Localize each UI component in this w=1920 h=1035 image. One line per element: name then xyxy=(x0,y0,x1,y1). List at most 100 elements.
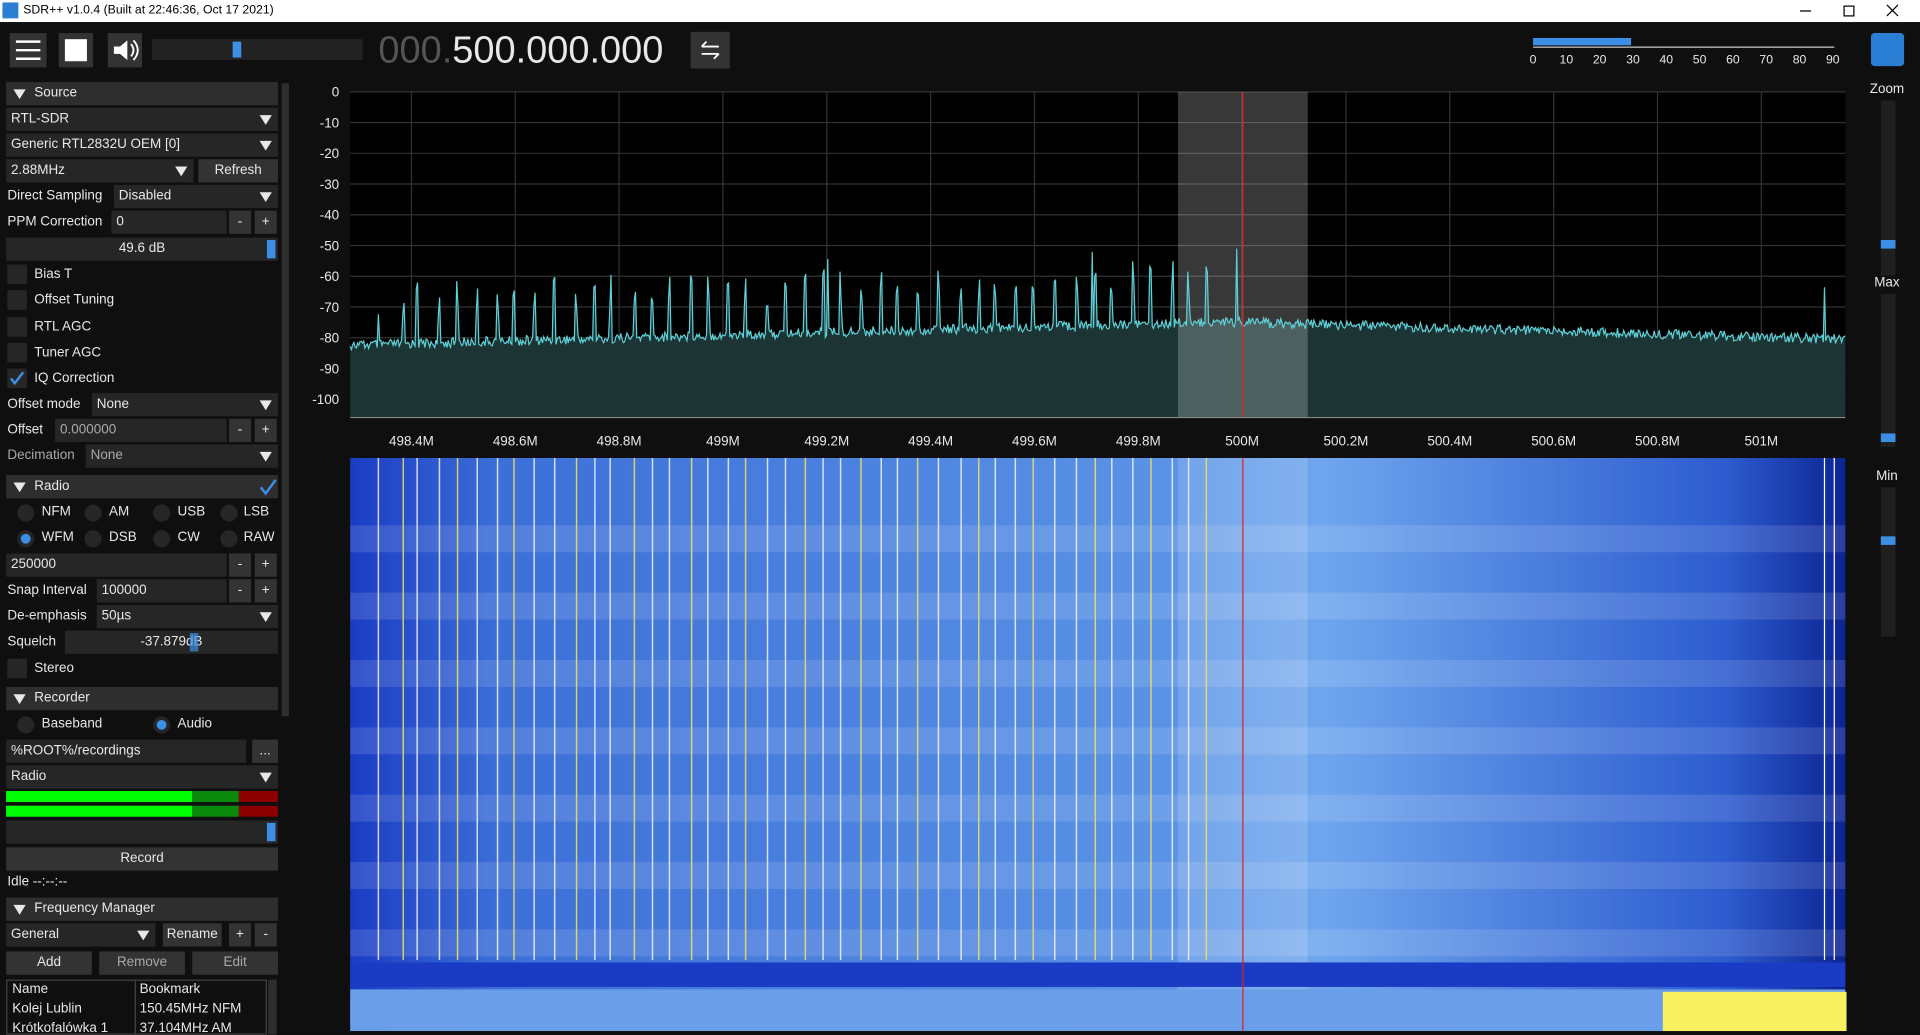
checkbox[interactable] xyxy=(7,290,27,310)
edit-button[interactable]: Edit xyxy=(192,951,278,975)
sample-rate-select[interactable]: 2.88MHz xyxy=(6,159,194,183)
section-header[interactable]: Recorder xyxy=(6,686,278,711)
checkbox-label: Stereo xyxy=(34,661,74,676)
mute-button[interactable] xyxy=(107,33,143,68)
table-cell: 37.104MHz AM xyxy=(139,1021,232,1035)
browse-button[interactable]: ... xyxy=(252,739,278,763)
volume-slider[interactable] xyxy=(6,820,278,844)
mode-radio[interactable] xyxy=(84,504,102,522)
section-header[interactable]: Radio xyxy=(6,475,278,499)
frequency-prefix: 000. xyxy=(378,28,453,72)
waterfall-band xyxy=(350,592,1846,620)
mode-radio[interactable] xyxy=(17,530,35,548)
section-header[interactable]: Frequency Manager xyxy=(6,897,278,921)
x-axis-label: 498.8M xyxy=(597,434,642,449)
offset-mode-select[interactable]: None xyxy=(91,393,278,417)
mode-radio[interactable] xyxy=(84,530,102,548)
vertical-slider[interactable] xyxy=(1880,487,1896,637)
plus-button[interactable]: + xyxy=(254,210,277,234)
checkbox-label: RTL AGC xyxy=(34,319,92,335)
checkbox[interactable] xyxy=(7,342,27,363)
scale-label: 50 xyxy=(1692,53,1707,68)
checkbox[interactable] xyxy=(7,658,27,679)
app-logo xyxy=(1871,33,1905,67)
title-bar: SDR++ v1.0.4 (Built at 22:46:36, Oct 17 … xyxy=(0,0,1920,23)
snap-input[interactable]: 100000 xyxy=(96,579,227,603)
sidebar-scrollbar[interactable] xyxy=(281,83,289,717)
vertical-slider[interactable] xyxy=(1880,293,1896,447)
mode-radio[interactable] xyxy=(17,504,35,522)
y-axis-label: -60 xyxy=(320,269,339,284)
gain-slider[interactable]: 49.6 dB xyxy=(6,237,278,261)
waterfall-strip xyxy=(350,989,1846,1032)
slider-handle xyxy=(266,240,276,259)
play-button[interactable] xyxy=(58,33,94,68)
direct-sampling-select[interactable]: Disabled xyxy=(113,184,278,209)
section-header[interactable]: Source xyxy=(6,82,278,106)
table-cell: 150.45MHz NFM xyxy=(139,1001,242,1017)
list-select[interactable]: General xyxy=(6,923,156,947)
refresh-button[interactable]: Refresh xyxy=(198,159,278,183)
mode-label: LSB xyxy=(243,504,270,520)
stream-select[interactable]: Radio xyxy=(6,765,278,789)
record-mode-radio[interactable] xyxy=(153,716,171,734)
record-mode-radio[interactable] xyxy=(17,716,35,734)
minus-button[interactable]: - xyxy=(254,923,277,947)
audio-meter xyxy=(6,805,193,817)
window-controls[interactable] xyxy=(1788,0,1920,22)
remove-button[interactable]: Remove xyxy=(99,951,185,975)
frequency-display[interactable]: 000.500.000.000 xyxy=(378,27,663,74)
deemphasis-select[interactable]: 50µs xyxy=(96,604,278,629)
plus-button[interactable]: + xyxy=(254,579,277,603)
vertical-slider[interactable] xyxy=(1880,100,1896,276)
waterfall-hot xyxy=(1662,991,1847,1032)
mode-radio[interactable] xyxy=(153,504,171,522)
minus-button[interactable]: - xyxy=(228,553,252,577)
snr-scale xyxy=(1533,46,1835,48)
label: Offset mode xyxy=(7,396,81,412)
x-axis-label: 500.2M xyxy=(1324,434,1369,449)
checkbox[interactable] xyxy=(7,368,27,389)
decimation-select[interactable]: None xyxy=(85,444,278,468)
y-axis-label: -40 xyxy=(320,208,339,223)
minus-button[interactable]: - xyxy=(228,210,252,234)
rename-button[interactable]: Rename xyxy=(162,923,222,947)
minus-button[interactable]: - xyxy=(228,418,252,443)
offset-input[interactable]: 0.000000 xyxy=(55,418,227,443)
plus-button[interactable]: + xyxy=(254,553,277,577)
plus-button[interactable]: + xyxy=(228,923,252,947)
checkbox[interactable] xyxy=(7,317,27,337)
mode-radio[interactable] xyxy=(220,530,238,548)
volume-slider[interactable] xyxy=(151,39,363,61)
y-axis-label: -50 xyxy=(320,238,339,253)
bandwidth-input[interactable]: 250000 xyxy=(6,553,227,577)
slider-label: Min xyxy=(1876,468,1898,484)
label: PPM Correction xyxy=(7,214,103,229)
mode-radio[interactable] xyxy=(153,530,171,548)
minus-button[interactable]: - xyxy=(228,579,252,603)
menu-button[interactable] xyxy=(9,33,47,68)
enabled-check[interactable] xyxy=(258,478,277,501)
slider-handle xyxy=(266,822,276,842)
ppm-input[interactable]: 0 xyxy=(111,210,227,234)
mode-label: Baseband xyxy=(41,716,103,732)
y-axis-label: -80 xyxy=(320,331,339,346)
scale-label: 10 xyxy=(1559,53,1574,68)
scale-label: 20 xyxy=(1592,53,1607,68)
plus-button[interactable]: + xyxy=(254,418,277,443)
audio-meter xyxy=(238,805,278,817)
y-axis-label: -30 xyxy=(320,177,339,192)
squelch-slider[interactable]: -37.879dB xyxy=(64,630,278,654)
path-input[interactable]: %ROOT%/recordings xyxy=(6,739,247,763)
x-axis-label: 500.4M xyxy=(1427,434,1472,449)
y-axis-label: -10 xyxy=(320,115,339,130)
audio-meter xyxy=(192,805,239,817)
mode-radio[interactable] xyxy=(220,504,238,522)
add-button[interactable]: Add xyxy=(6,951,92,975)
tuning-mode-button[interactable] xyxy=(690,31,730,69)
table-scrollbar[interactable] xyxy=(268,979,277,1035)
device-type-select[interactable]: RTL-SDR xyxy=(6,107,278,132)
checkbox[interactable] xyxy=(7,264,27,285)
device-select[interactable]: Generic RTL2832U OEM [0] xyxy=(6,133,278,157)
record-button[interactable]: Record xyxy=(6,847,278,871)
